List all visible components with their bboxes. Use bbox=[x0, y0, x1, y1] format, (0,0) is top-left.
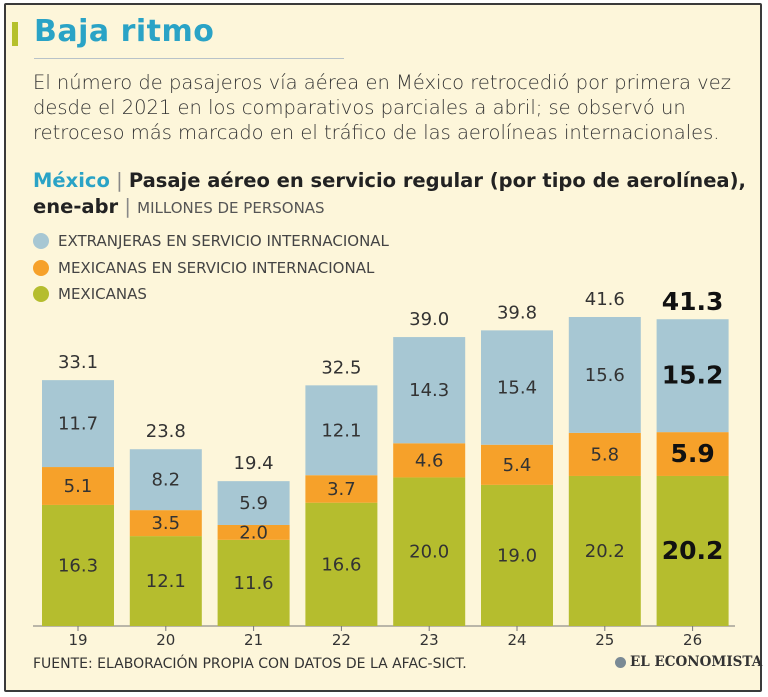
value-label-mexicanas-25: 20.2 bbox=[585, 541, 625, 562]
value-label-mexicanas_internacional-22: 3.7 bbox=[327, 479, 356, 500]
value-label-extranjeras-23: 14.3 bbox=[409, 380, 449, 401]
bar-mexicanas-20 bbox=[129, 536, 202, 626]
value-label-extranjeras-26: 15.2 bbox=[662, 361, 724, 390]
value-label-extranjeras-25: 15.6 bbox=[585, 365, 625, 386]
value-label-extranjeras-21: 5.9 bbox=[239, 493, 268, 514]
x-tick-label-23: 23 bbox=[420, 631, 439, 649]
subtitle-text: El número de pasajeros vía aérea en Méxi… bbox=[33, 71, 731, 144]
value-label-mexicanas-24: 19.0 bbox=[497, 545, 537, 566]
bar-mexicanas_internacional-20 bbox=[129, 510, 202, 537]
bar-mexicanas_internacional-22 bbox=[305, 475, 378, 503]
value-label-mexicanas_internacional-24: 5.4 bbox=[503, 455, 532, 476]
chart-heading-geo: México bbox=[33, 169, 110, 192]
bar-mexicanas_internacional-24 bbox=[481, 444, 553, 485]
value-label-mexicanas-26: 20.2 bbox=[662, 536, 724, 565]
total-label-24: 39.8 bbox=[497, 302, 537, 323]
bar-mexicanas-19 bbox=[42, 504, 114, 626]
legend-item-mexicanas-internacional: MEXICANAS EN SERVICIO INTERNACIONAL bbox=[33, 255, 389, 282]
bar-mexicanas_internacional-23 bbox=[393, 443, 466, 478]
x-tick-label-19: 19 bbox=[68, 631, 87, 649]
total-label-22: 32.5 bbox=[321, 357, 361, 378]
chart-heading: México | Pasaje aéreo en servicio regula… bbox=[33, 168, 753, 221]
value-label-mexicanas_internacional-26: 5.9 bbox=[670, 439, 714, 468]
total-label-23: 39.0 bbox=[409, 309, 449, 330]
bar-mexicanas_internacional-19 bbox=[42, 467, 114, 505]
legend-swatch-extranjeras bbox=[33, 233, 49, 250]
source-note: FUENTE: ELABORACIÓN PROPIA CON DATOS DE … bbox=[33, 656, 467, 672]
bar-mexicanas_internacional-26 bbox=[656, 432, 729, 476]
value-label-mexicanas_internacional-23: 4.6 bbox=[415, 450, 444, 471]
bar-extranjeras-23 bbox=[393, 337, 466, 444]
bar-mexicanas_internacional-25 bbox=[568, 432, 641, 476]
value-label-mexicanas-20: 12.1 bbox=[146, 571, 186, 592]
bar-mexicanas_internacional-21 bbox=[217, 524, 290, 540]
legend-swatch-mexicanas bbox=[33, 286, 49, 303]
total-label-26: 41.3 bbox=[662, 287, 724, 316]
value-label-extranjeras-20: 8.2 bbox=[151, 470, 180, 491]
value-label-mexicanas-23: 20.0 bbox=[409, 542, 449, 563]
value-label-mexicanas_internacional-20: 3.5 bbox=[151, 513, 180, 534]
x-tick-label-20: 20 bbox=[156, 631, 175, 649]
chart-heading-title: Pasaje aéreo en servicio regular (por ti… bbox=[33, 169, 746, 218]
value-label-mexicanas_internacional-19: 5.1 bbox=[64, 476, 93, 497]
title-underline bbox=[34, 58, 344, 59]
legend-swatch-mexicanas-internacional bbox=[33, 259, 49, 276]
bar-extranjeras-19 bbox=[42, 380, 114, 468]
x-tick-label-25: 25 bbox=[595, 631, 614, 649]
legend-label-mexicanas-internacional: MEXICANAS EN SERVICIO INTERNACIONAL bbox=[58, 258, 375, 277]
legend-label-mexicanas: MEXICANAS bbox=[58, 285, 147, 304]
bar-extranjeras-25 bbox=[568, 317, 641, 433]
x-tick-label-22: 22 bbox=[332, 631, 351, 649]
total-label-20: 23.8 bbox=[146, 421, 186, 442]
x-tick-label-21: 21 bbox=[244, 631, 263, 649]
chart-heading-separator-2: | bbox=[124, 195, 131, 218]
value-label-mexicanas-19: 16.3 bbox=[58, 555, 98, 576]
value-label-mexicanas-22: 16.6 bbox=[321, 554, 361, 575]
value-label-extranjeras-22: 12.1 bbox=[321, 420, 361, 441]
bar-mexicanas-22 bbox=[305, 502, 378, 626]
value-label-mexicanas_internacional-25: 5.8 bbox=[590, 444, 619, 465]
total-label-19: 33.1 bbox=[58, 352, 98, 373]
bar-extranjeras-24 bbox=[481, 330, 553, 445]
bar-extranjeras-20 bbox=[129, 449, 202, 511]
value-label-extranjeras-24: 15.4 bbox=[497, 378, 537, 399]
bar-extranjeras-26 bbox=[656, 319, 729, 433]
chart-heading-units: MILLONES DE PERSONAS bbox=[137, 199, 325, 217]
bar-mexicanas-23 bbox=[393, 477, 466, 626]
publisher-logo: EL ECONOMISTA bbox=[615, 654, 762, 670]
chart-heading-separator: | bbox=[116, 169, 123, 192]
x-tick-label-24: 24 bbox=[507, 631, 526, 649]
bar-mexicanas-25 bbox=[568, 475, 641, 626]
value-label-mexicanas_internacional-21: 2.0 bbox=[239, 522, 268, 543]
x-tick-label-26: 26 bbox=[683, 631, 702, 649]
logo-mark-icon bbox=[615, 656, 626, 668]
bar-mexicanas-21 bbox=[217, 539, 290, 626]
page-title: Baja ritmo bbox=[34, 14, 215, 49]
legend-label-extranjeras: EXTRANJERAS EN SERVICIO INTERNACIONAL bbox=[58, 232, 389, 251]
publisher-logo-text: EL ECONOMISTA bbox=[630, 654, 763, 670]
value-label-extranjeras-19: 11.7 bbox=[58, 414, 98, 435]
value-label-mexicanas-21: 11.6 bbox=[234, 573, 274, 594]
bar-extranjeras-21 bbox=[217, 481, 290, 525]
legend-item-mexicanas: MEXICANAS bbox=[33, 281, 389, 308]
total-label-25: 41.6 bbox=[585, 289, 625, 310]
total-label-21: 19.4 bbox=[234, 453, 274, 474]
chart-legend: EXTRANJERAS EN SERVICIO INTERNACIONAL ME… bbox=[33, 228, 389, 308]
legend-item-extranjeras: EXTRANJERAS EN SERVICIO INTERNACIONAL bbox=[33, 228, 389, 255]
title-accent-bar bbox=[12, 22, 18, 46]
bar-mexicanas-26 bbox=[656, 475, 729, 626]
bar-extranjeras-22 bbox=[305, 385, 378, 476]
bar-mexicanas-24 bbox=[481, 484, 553, 626]
